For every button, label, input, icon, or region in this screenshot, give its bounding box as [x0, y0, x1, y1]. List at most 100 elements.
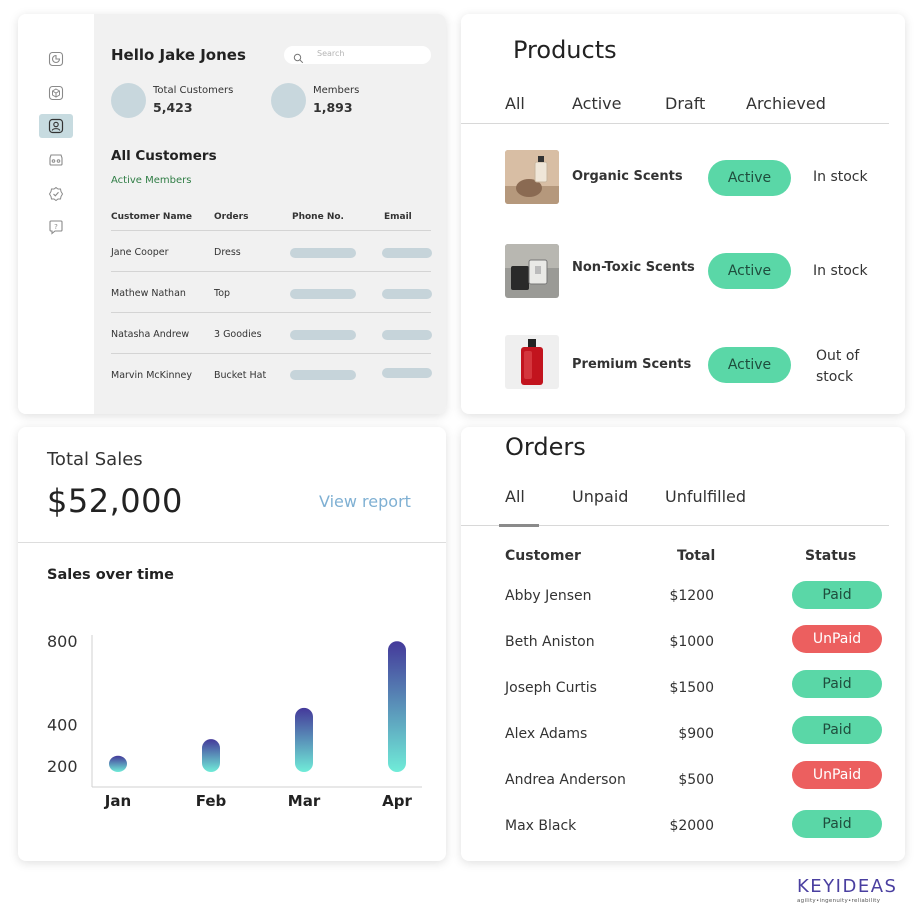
search-icon — [293, 49, 304, 68]
tab-all[interactable]: All — [505, 487, 525, 506]
divider — [461, 525, 889, 526]
divider — [111, 271, 431, 272]
column-header-name: Customer Name — [111, 212, 192, 222]
customers-panel: Hello Jake Jones Search Total Customers … — [94, 14, 446, 414]
column-header-email: Email — [384, 212, 412, 222]
tab-all[interactable]: All — [505, 94, 525, 113]
total-sales-label: Total Sales — [47, 449, 143, 470]
tab-archieved[interactable]: Archieved — [746, 94, 826, 113]
svg-text:?: ? — [54, 223, 58, 231]
avatar — [271, 83, 306, 118]
customer-name: Natasha Andrew — [111, 329, 190, 340]
stock-status: In stock — [813, 169, 868, 185]
bar-feb[interactable] — [202, 739, 220, 772]
customer-name: Jane Cooper — [111, 247, 169, 258]
status-badge[interactable]: UnPaid — [792, 625, 882, 653]
x-tick-label: Mar — [288, 792, 321, 810]
user-icon[interactable] — [39, 114, 73, 138]
tab-unpaid[interactable]: Unpaid — [572, 487, 629, 506]
stat-label: Total Customers — [153, 85, 234, 96]
logo-name: KEYIDEAS — [797, 876, 898, 897]
greeting: Hello Jake Jones — [111, 46, 246, 64]
help-icon[interactable]: ? — [47, 218, 65, 236]
pie-chart-icon[interactable] — [47, 50, 65, 68]
order-total: $1500 — [669, 680, 714, 696]
status-badge[interactable]: Paid — [792, 581, 882, 609]
non-toxic-scents-image[interactable] — [505, 244, 559, 298]
status-badge[interactable]: UnPaid — [792, 761, 882, 789]
order-customer: Max Black — [505, 818, 577, 834]
product-name: Premium Scents — [572, 357, 692, 372]
status-badge[interactable]: Paid — [792, 716, 882, 744]
phone-placeholder — [290, 370, 356, 380]
email-placeholder — [382, 248, 432, 258]
organic-scents-image[interactable] — [505, 150, 559, 204]
status-badge[interactable]: Paid — [792, 670, 882, 698]
sales-card: Total Sales $52,000 View report Sales ov… — [18, 427, 446, 861]
customer-name: Marvin McKinney — [111, 370, 193, 381]
sales-chart: 800 400 200 Jan Feb Mar Apr — [47, 632, 422, 810]
y-tick-label: 200 — [47, 757, 78, 776]
section-subtitle[interactable]: Active Members — [111, 175, 192, 186]
brand-logo: KEYIDEAS agility•ingenuity•reliability — [797, 876, 909, 904]
y-tick-label: 400 — [47, 716, 78, 735]
cube-icon[interactable] — [47, 84, 65, 102]
phone-placeholder — [290, 330, 356, 340]
order-customer: Alex Adams — [505, 726, 588, 742]
column-header-status: Status — [805, 548, 857, 564]
divider — [111, 353, 431, 354]
divider — [111, 312, 431, 313]
email-placeholder — [382, 330, 432, 340]
status-badge[interactable]: Active — [708, 253, 791, 289]
total-sales-value: $52,000 — [47, 482, 183, 520]
bar-apr[interactable] — [388, 641, 406, 772]
order-total: $1000 — [669, 634, 714, 650]
section-title: All Customers — [111, 148, 217, 164]
divider — [18, 542, 446, 543]
status-badge[interactable]: Paid — [792, 810, 882, 838]
email-placeholder — [382, 289, 432, 299]
products-title: Products — [513, 36, 617, 64]
badge-icon[interactable] — [47, 185, 65, 203]
x-tick-label: Apr — [382, 792, 412, 810]
stock-status: Out of stock — [816, 348, 860, 385]
phone-placeholder — [290, 248, 356, 258]
order-customer: Beth Aniston — [505, 634, 595, 650]
products-card: Products All Active Draft Archieved Orga… — [461, 14, 905, 414]
order-customer: Abby Jensen — [505, 588, 592, 604]
search-input[interactable]: Search — [284, 46, 431, 64]
customers-card: ? Hello Jake Jones Search Total Customer… — [18, 14, 446, 414]
order-total: $2000 — [669, 818, 714, 834]
bar-mar[interactable] — [295, 707, 313, 772]
tab-draft[interactable]: Draft — [665, 94, 706, 113]
customer-order: 3 Goodies — [214, 329, 262, 340]
premium-scents-image[interactable] — [505, 335, 559, 389]
order-total: $500 — [678, 772, 714, 788]
x-tick-label: Feb — [196, 792, 227, 810]
order-customer: Andrea Anderson — [505, 772, 626, 788]
customer-order: Bucket Hat — [214, 370, 267, 381]
logo-tagline: agility•ingenuity•reliability — [797, 898, 881, 904]
divider — [111, 230, 431, 231]
orders-title: Orders — [505, 433, 586, 461]
tab-unfulfilled[interactable]: Unfulfilled — [665, 487, 747, 506]
status-badge[interactable]: Active — [708, 347, 791, 383]
email-placeholder — [382, 368, 432, 378]
status-badge[interactable]: Active — [708, 160, 791, 196]
stat-value: 5,423 — [153, 100, 193, 115]
phone-placeholder — [290, 289, 356, 299]
order-total: $1200 — [669, 588, 714, 604]
tab-active[interactable]: Active — [572, 94, 622, 113]
stock-status: In stock — [813, 263, 868, 279]
active-tab-indicator — [499, 524, 539, 527]
wallet-icon[interactable] — [47, 151, 65, 169]
stat-label: Members — [313, 85, 360, 96]
order-total: $900 — [678, 726, 714, 742]
chart-title: Sales over time — [47, 567, 175, 583]
divider — [461, 123, 889, 124]
view-report-link[interactable]: View report — [319, 492, 411, 511]
sidebar: ? — [18, 14, 94, 414]
customer-name: Mathew Nathan — [111, 288, 186, 299]
order-customer: Joseph Curtis — [505, 680, 597, 696]
bar-jan[interactable] — [109, 755, 127, 772]
